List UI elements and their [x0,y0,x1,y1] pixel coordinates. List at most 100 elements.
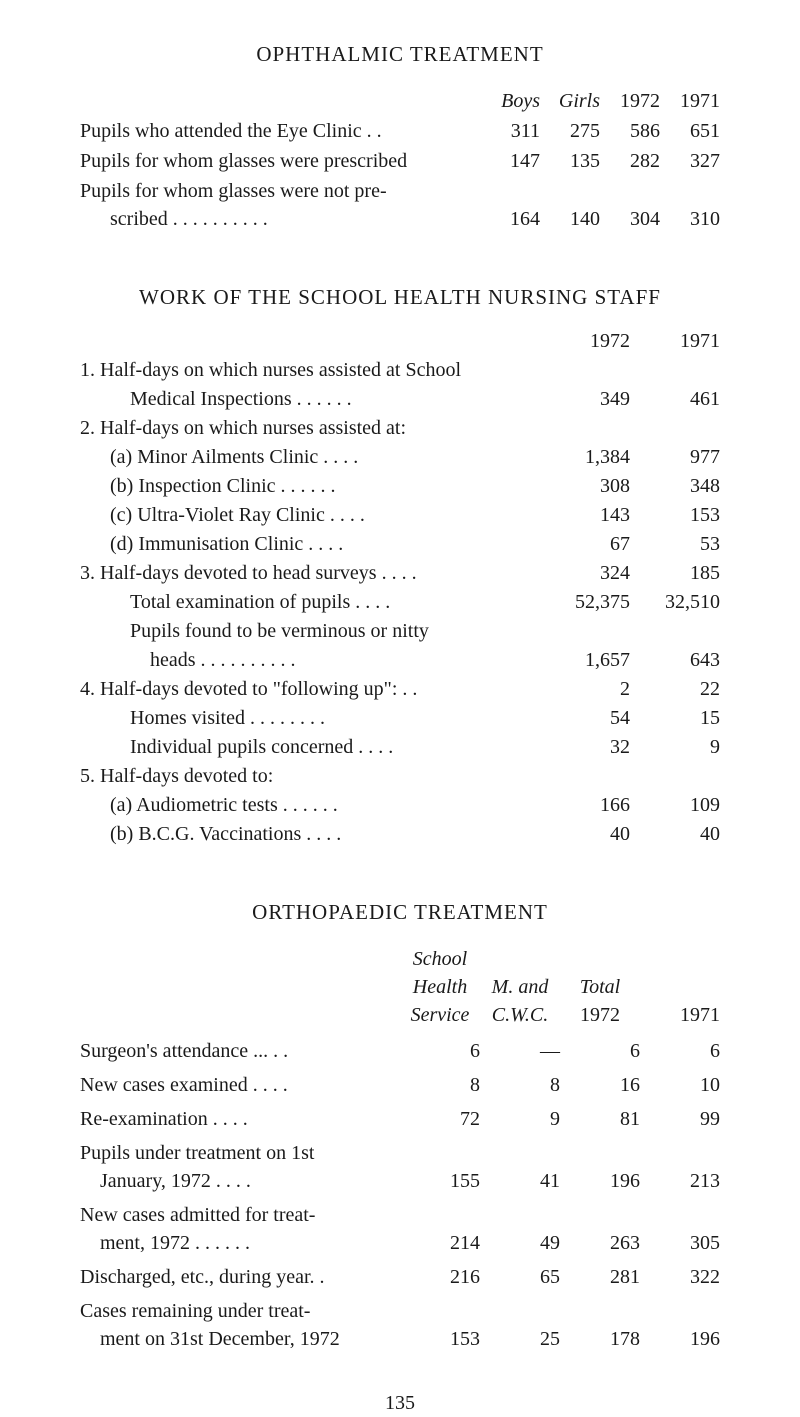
table-row: Pupils for whom glasses were prescribed … [80,147,720,175]
cell: 25 [480,1325,560,1353]
row-label: (a) Minor Ailments Clinic . . . . [80,443,540,471]
table-row: Surgeon's attendance ... . .6—66 [80,1037,720,1065]
col-header-1971: 1971 [640,1001,720,1029]
cell: 311 [480,117,540,145]
row-label: Pupils under treatment on 1stJanuary, 19… [80,1139,400,1195]
col-header-1971: 1971 [660,87,720,115]
cell: 651 [660,117,720,145]
table-row: heads . . . . . . . . . .1,657643 [80,646,720,674]
row-label: (b) Inspection Clinic . . . . . . [80,472,540,500]
row-label: 3. Half-days devoted to head surveys . .… [80,559,540,587]
col-header-boys: Boys [480,87,540,115]
cell: 67 [540,530,630,558]
cell: 143 [540,501,630,529]
row-label: heads . . . . . . . . . . [80,646,540,674]
table-row: (b) Inspection Clinic . . . . . .308348 [80,472,720,500]
cell: 81 [560,1105,640,1133]
col-header-1972: 1972 [540,327,630,355]
section2-title: WORK OF THE SCHOOL HEALTH NURSING STAFF [80,283,720,312]
cell: 32,510 [630,588,720,616]
col-header-mcwc: M. and C.W.C. [480,973,560,1029]
cell: 643 [630,646,720,674]
table-row: New cases admitted for treat-ment, 1972 … [80,1201,720,1257]
page-number: 135 [80,1389,720,1417]
nursing-staff-table: 1972 1971 1. Half-days on which nurses a… [80,327,720,848]
table-row: Pupils for whom glasses were not pre- sc… [80,177,720,233]
table-row: (d) Immunisation Clinic . . . .6753 [80,530,720,558]
cell: 586 [600,117,660,145]
cell: 166 [540,791,630,819]
table-row: (b) B.C.G. Vaccinations . . . .4040 [80,820,720,848]
cell: 164 [480,205,540,233]
cell: 153 [630,501,720,529]
cell: 72 [400,1105,480,1133]
row-label: Cases remaining under treat-ment on 31st… [80,1297,400,1353]
cell: 461 [630,385,720,413]
table-row: (a) Audiometric tests . . . . . .166109 [80,791,720,819]
table-row: Discharged, etc., during year. .21665281… [80,1263,720,1291]
table-row: 4. Half-days devoted to "following up": … [80,675,720,703]
table-row: 1. Half-days on which nurses assisted at… [80,356,720,384]
row-label: (d) Immunisation Clinic . . . . [80,530,540,558]
col-header-total: Total 1972 [560,973,640,1029]
cell: 214 [400,1229,480,1257]
cell: 977 [630,443,720,471]
cell: 40 [630,820,720,848]
row-label: New cases admitted for treat-ment, 1972 … [80,1201,400,1257]
row-label: 2. Half-days on which nurses assisted at… [80,414,540,442]
cell: 1,657 [540,646,630,674]
cell: 185 [630,559,720,587]
cell: 6 [640,1037,720,1065]
row-label: New cases examined . . . . [80,1071,400,1099]
col-header-1972: 1972 [600,87,660,115]
row-label: Homes visited . . . . . . . . [80,704,540,732]
cell: 147 [480,147,540,175]
cell: 52,375 [540,588,630,616]
cell: 135 [540,147,600,175]
row-label: 4. Half-days devoted to "following up": … [80,675,540,703]
cell: 6 [560,1037,640,1065]
cell: 2 [540,675,630,703]
cell: 281 [560,1263,640,1291]
cell: 153 [400,1325,480,1353]
cell: 310 [660,205,720,233]
row-label: (a) Audiometric tests . . . . . . [80,791,540,819]
cell: 275 [540,117,600,145]
cell: 99 [640,1105,720,1133]
row-label: Individual pupils concerned . . . . [80,733,540,761]
cell: 41 [480,1167,560,1195]
row-label: Medical Inspections . . . . . . [80,385,540,413]
cell: 109 [630,791,720,819]
row-label: 1. Half-days on which nurses assisted at… [80,356,540,384]
row-label: Re-examination . . . . [80,1105,400,1133]
row-label: Total examination of pupils . . . . [80,588,540,616]
cell: 178 [560,1325,640,1353]
row-label: Discharged, etc., during year. . [80,1263,400,1291]
cell: 327 [660,147,720,175]
table-row: 3. Half-days devoted to head surveys . .… [80,559,720,587]
table-row: 2. Half-days on which nurses assisted at… [80,414,720,442]
table-row: Medical Inspections . . . . . .349461 [80,385,720,413]
cell: 324 [540,559,630,587]
cell: 349 [540,385,630,413]
cell: 8 [400,1071,480,1099]
cell: 213 [640,1167,720,1195]
cell: 196 [560,1167,640,1195]
row-label: Pupils for whom glasses were not pre- sc… [80,177,480,233]
row-label: Pupils found to be verminous or nitty [80,617,540,645]
cell: 53 [630,530,720,558]
cell: 196 [640,1325,720,1353]
cell: 9 [630,733,720,761]
orthopaedic-table: School Health Service M. and C.W.C. Tota… [80,945,720,1359]
cell: 15 [630,704,720,732]
cell: 308 [540,472,630,500]
cell: 155 [400,1167,480,1195]
cell: 322 [640,1263,720,1291]
row-label: Pupils for whom glasses were prescribed [80,147,480,175]
table-row: Re-examination . . . .7298199 [80,1105,720,1133]
col-header-shs: School Health Service [400,945,480,1029]
row-label: Pupils who attended the Eye Clinic . . [80,117,480,145]
table-row: Pupils found to be verminous or nitty [80,617,720,645]
cell: 282 [600,147,660,175]
table-row: Cases remaining under treat-ment on 31st… [80,1297,720,1353]
